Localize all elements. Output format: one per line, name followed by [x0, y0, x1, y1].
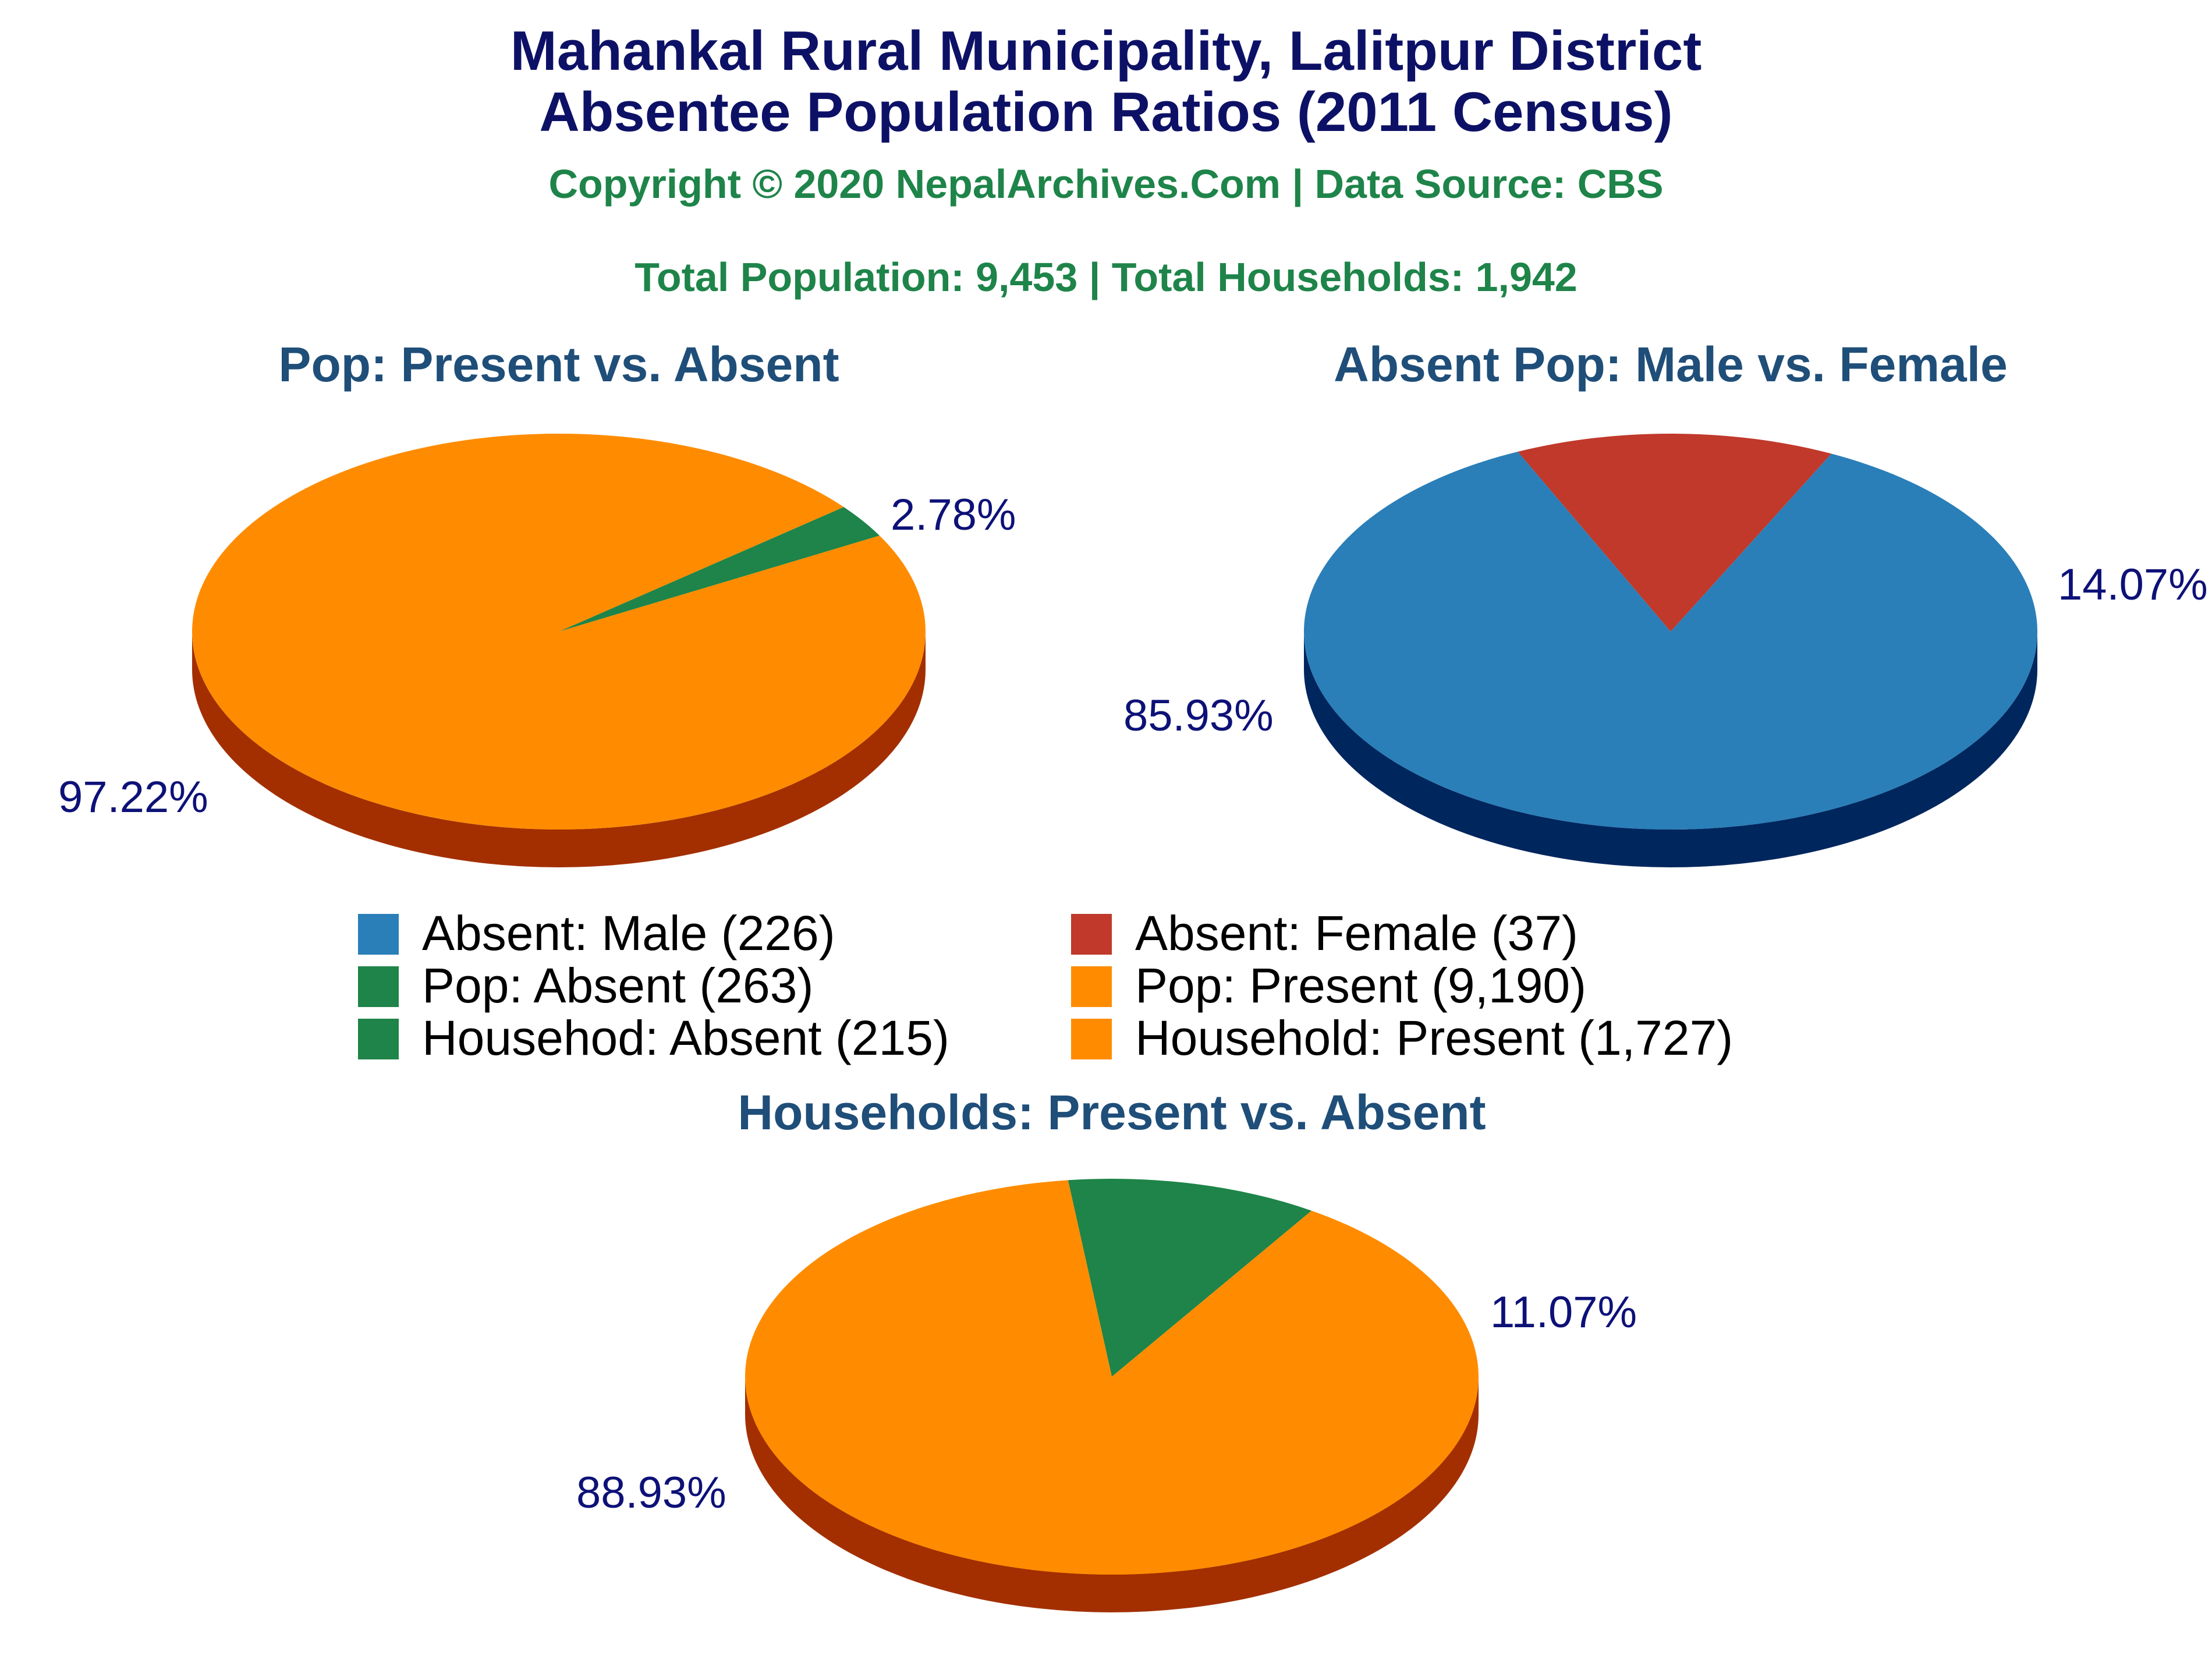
pie-slice-pop-absent [559, 506, 880, 632]
chart-title-line2: Absentee Population Ratios (2011 Census) [539, 81, 1672, 143]
totals-text: Total Population: 9,453 | Total Househol… [634, 254, 1577, 300]
pie-side-pop-present [192, 632, 926, 867]
legend-label: Absent: Female (37) [1135, 906, 1578, 960]
pie-households-present-vs-absent: Households: Present vs. Absent 11.07% 88.9… [576, 1085, 1637, 1612]
legend: Absent: Male (226) Absent: Female (37)Pop… [358, 906, 1733, 1065]
pie-slice-household-present [745, 1180, 1479, 1575]
legend-swatch [1071, 914, 1112, 955]
pct-label-pop-present: 97.22% [58, 772, 208, 822]
legend-swatch [1071, 966, 1112, 1007]
pie-charts: Pop: Present vs. Absent 2.78% 97.22% Absent… [58, 337, 2208, 1612]
pie-pop-present-vs-absent: Pop: Present vs. Absent 2.78% 97.22% [58, 337, 1016, 867]
pie-slice-absent-female [1518, 434, 1832, 632]
pie-slice-pop-present [192, 433, 926, 830]
legend-swatch [1071, 1019, 1112, 1059]
pie-slice-absent-male [1304, 451, 2038, 830]
pie-title: Pop: Present vs. Absent [278, 337, 839, 392]
legend-label: Household: Present (1,727) [1135, 1011, 1733, 1065]
pie-title: Households: Present vs. Absent [738, 1085, 1486, 1140]
pie-absent-pop-male-vs-female: Absent Pop: Male vs. Female 14.07% 85.93% [1123, 337, 2208, 867]
legend-item-pop-present-9-190: Pop: Present (9,190) [1071, 958, 1586, 1013]
legend-swatch [358, 966, 399, 1007]
legend-label: Pop: Present (9,190) [1135, 958, 1586, 1013]
pct-label-household-present: 88.93% [576, 1468, 726, 1518]
legend-item-pop-absent-263: Pop: Absent (263) [358, 958, 813, 1013]
pie-side-household-present [745, 1377, 1479, 1612]
pct-label-househod-absent: 11.07% [1490, 1288, 1637, 1337]
legend-item-househod-absent-215: Househod: Absent (215) [358, 1011, 949, 1065]
legend-swatch [358, 1019, 399, 1059]
pie-title: Absent Pop: Male vs. Female [1334, 337, 2008, 392]
pct-label-absent-female: 14.07% [2058, 560, 2208, 609]
copyright-text: Copyright © 2020 NepalArchives.Com | Dat… [548, 161, 1663, 207]
legend-item-absent-female-37: Absent: Female (37) [1071, 906, 1578, 960]
chart-title-line1: Mahankal Rural Municipality, Lalitpur Di… [511, 20, 1702, 82]
legend-label: Absent: Male (226) [422, 906, 835, 960]
pct-label-absent-male: 85.93% [1123, 691, 1274, 740]
pct-label-pop-absent: 2.78% [891, 490, 1016, 540]
pie-side-absent-male [1304, 632, 2037, 867]
legend-item-household-present-1-727: Household: Present (1,727) [1071, 1011, 1733, 1065]
legend-swatch [358, 914, 399, 955]
legend-item-absent-male-226: Absent: Male (226) [358, 906, 835, 960]
legend-label: Househod: Absent (215) [422, 1011, 949, 1065]
pie-slice-househod-absent [1068, 1178, 1312, 1377]
legend-label: Pop: Absent (263) [422, 958, 813, 1013]
